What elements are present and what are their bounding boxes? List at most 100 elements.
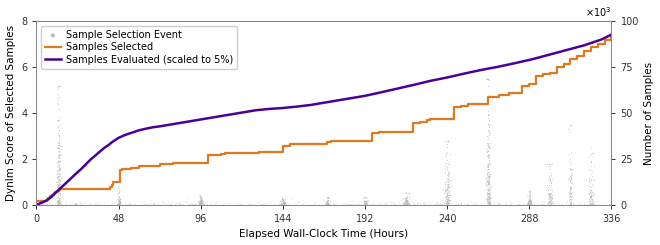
- Point: [544, 197, 554, 201]
- Point: [543, 195, 554, 199]
- Point: [114, 190, 125, 194]
- Point: [442, 198, 453, 202]
- Point: [440, 190, 451, 194]
- Point: [278, 202, 288, 206]
- Point: [483, 77, 494, 81]
- Point: [407, 200, 418, 204]
- Point: [335, 203, 345, 207]
- Point: [401, 202, 412, 206]
- Point: [418, 202, 429, 206]
- Point: [75, 200, 85, 204]
- Point: [196, 202, 207, 206]
- Point: [234, 202, 245, 206]
- Point: [440, 188, 451, 192]
- Point: [469, 202, 480, 206]
- Point: [526, 198, 537, 202]
- Point: [398, 202, 409, 206]
- Point: [112, 197, 123, 201]
- Point: [185, 202, 195, 206]
- Point: [323, 203, 333, 207]
- Point: [322, 201, 333, 205]
- Point: [53, 120, 63, 123]
- Point: [589, 200, 600, 204]
- Point: [593, 199, 603, 203]
- Point: [174, 202, 185, 206]
- Point: [256, 202, 267, 206]
- Point: [444, 203, 455, 207]
- Point: [75, 202, 86, 206]
- Point: [53, 198, 64, 202]
- Point: [51, 176, 62, 180]
- Point: [404, 202, 414, 206]
- Point: [71, 201, 81, 205]
- Point: [52, 175, 63, 179]
- Point: [525, 199, 535, 203]
- Point: [442, 179, 453, 183]
- Point: [545, 180, 556, 184]
- Point: [484, 182, 494, 186]
- Point: [482, 194, 492, 197]
- Point: [401, 196, 412, 200]
- Point: [519, 202, 529, 206]
- Point: [482, 154, 493, 158]
- Point: [442, 199, 453, 203]
- Point: [322, 202, 333, 206]
- Point: [522, 201, 533, 205]
- Point: [525, 200, 536, 204]
- Point: [376, 203, 386, 207]
- Point: [387, 201, 398, 205]
- Point: [565, 163, 576, 167]
- Point: [584, 176, 595, 180]
- Point: [112, 202, 122, 206]
- Point: [440, 195, 451, 199]
- Point: [374, 203, 385, 207]
- Point: [442, 202, 453, 206]
- Point: [485, 198, 496, 202]
- Point: [484, 153, 494, 157]
- Point: [565, 202, 576, 206]
- Point: [53, 98, 63, 101]
- Point: [437, 203, 447, 207]
- Point: [482, 122, 493, 126]
- Point: [565, 189, 576, 193]
- Point: [53, 198, 64, 202]
- Point: [486, 196, 496, 200]
- Point: [524, 193, 535, 197]
- Point: [401, 203, 412, 207]
- Point: [443, 186, 453, 190]
- Point: [452, 202, 463, 206]
- Point: [435, 203, 446, 207]
- Point: [322, 203, 333, 207]
- Point: [235, 203, 246, 207]
- Point: [440, 196, 451, 200]
- Point: [160, 201, 171, 205]
- Point: [428, 203, 439, 207]
- Point: [280, 201, 291, 205]
- Point: [277, 199, 287, 203]
- Point: [196, 197, 207, 201]
- Point: [114, 203, 124, 207]
- Point: [362, 202, 372, 206]
- Point: [277, 201, 288, 205]
- Point: [444, 195, 454, 199]
- Point: [325, 200, 335, 204]
- Point: [455, 203, 466, 207]
- Point: [53, 198, 63, 202]
- Point: [277, 197, 288, 201]
- Point: [53, 200, 64, 204]
- Point: [402, 198, 412, 202]
- Point: [322, 200, 333, 204]
- Point: [546, 201, 556, 205]
- Point: [564, 197, 575, 201]
- Point: [112, 192, 122, 196]
- Point: [483, 77, 494, 81]
- Point: [170, 202, 181, 206]
- Point: [362, 198, 372, 202]
- Point: [564, 168, 575, 172]
- Point: [358, 195, 369, 199]
- Point: [403, 201, 413, 205]
- Point: [427, 203, 438, 207]
- Point: [543, 201, 554, 205]
- Point: [484, 201, 495, 205]
- Point: [401, 199, 412, 203]
